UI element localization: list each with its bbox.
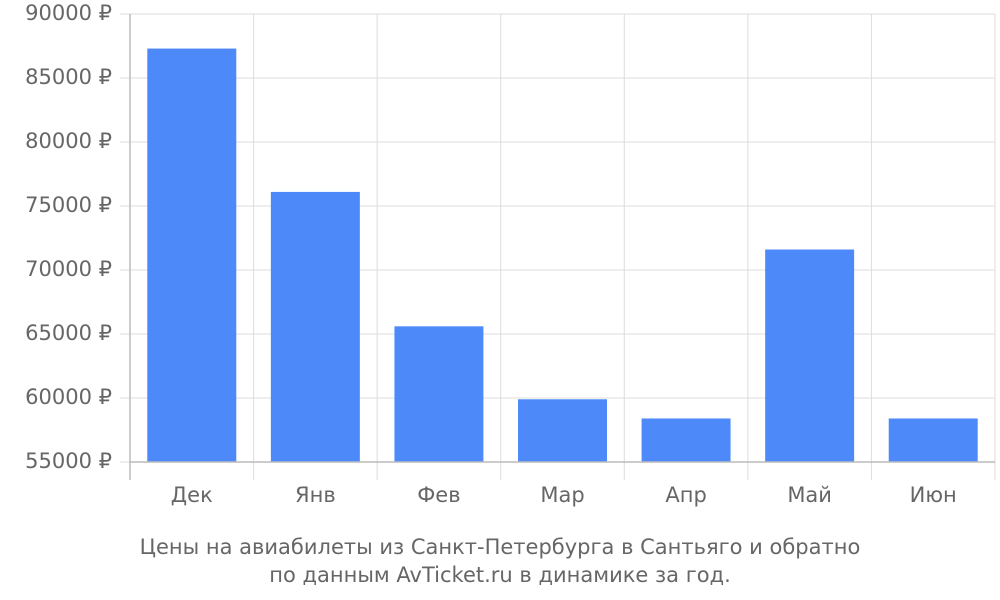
- x-tick-label: Июн: [910, 483, 957, 507]
- y-tick-label: 75000 ₽: [25, 193, 112, 217]
- bar: [765, 249, 855, 462]
- chart-title: Цены на авиабилеты из Санкт-Петербурга в…: [140, 535, 861, 559]
- bar: [888, 418, 978, 462]
- y-tick-label: 70000 ₽: [25, 257, 112, 281]
- chart-title: по данным AvTicket.ru в динамике за год.: [269, 563, 731, 587]
- bar: [270, 191, 360, 463]
- x-tick-label: Янв: [295, 483, 336, 507]
- bar: [147, 48, 237, 463]
- y-tick-label: 80000 ₽: [25, 129, 112, 153]
- y-tick-label: 90000 ₽: [25, 1, 112, 25]
- x-tick-label: Мар: [540, 483, 584, 507]
- bar: [394, 326, 484, 462]
- y-tick-label: 55000 ₽: [25, 449, 112, 473]
- x-tick-label: Фев: [417, 483, 460, 507]
- y-tick-label: 60000 ₽: [25, 385, 112, 409]
- y-tick-label: 65000 ₽: [25, 321, 112, 345]
- x-tick-label: Апр: [665, 483, 706, 507]
- y-tick-label: 85000 ₽: [25, 65, 112, 89]
- x-tick-label: Май: [787, 483, 832, 507]
- bar: [641, 418, 731, 462]
- x-tick-label: Дек: [171, 483, 213, 507]
- bar: [518, 399, 607, 462]
